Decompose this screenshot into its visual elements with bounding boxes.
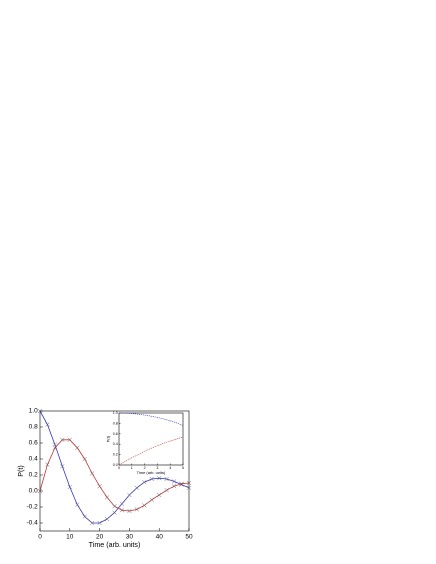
marker <box>171 484 177 489</box>
plot-frame <box>118 412 184 466</box>
x-tick-label: 0 <box>38 534 42 541</box>
marker <box>149 476 154 482</box>
marker <box>60 464 65 469</box>
y-tick-label: 1.0 <box>113 411 118 415</box>
marker <box>104 516 110 522</box>
marker <box>142 503 147 508</box>
marker <box>119 501 125 506</box>
marker <box>82 514 87 519</box>
marker <box>52 445 58 450</box>
marker <box>37 408 43 414</box>
marker <box>164 476 169 482</box>
marker <box>119 508 125 513</box>
marker <box>127 508 132 514</box>
marker <box>179 481 184 486</box>
y-tick-label: 0.0 <box>113 463 118 467</box>
marker <box>127 492 132 498</box>
y-tick-label: 1.0 <box>29 408 38 415</box>
marker <box>75 502 80 507</box>
marker <box>45 462 50 467</box>
marker <box>67 437 72 442</box>
marker <box>82 456 87 462</box>
y-tick-label: 0.2 <box>113 453 118 457</box>
y-tick-label: 0.0 <box>29 488 38 495</box>
marker <box>67 484 72 490</box>
marker <box>186 485 192 490</box>
marker <box>157 492 162 498</box>
x-tick-label: 4 <box>169 466 171 470</box>
x-tick-label: 50 <box>185 534 193 541</box>
x-tick-label: 40 <box>156 534 164 541</box>
y-tick-label: 0.4 <box>113 442 118 446</box>
marker <box>37 488 43 494</box>
marker <box>134 485 140 490</box>
x-tick-label: 3 <box>156 466 158 470</box>
marker <box>97 520 102 526</box>
marker <box>75 445 80 450</box>
x-tick-label: 0 <box>118 466 120 470</box>
y-tick-label: 0.2 <box>29 472 38 479</box>
y-tick-label: -0.4 <box>27 520 39 527</box>
y-tick-label: 0.8 <box>113 421 118 425</box>
x-tick-label: 5 <box>182 466 184 470</box>
marker <box>112 504 117 509</box>
marker <box>89 471 95 476</box>
marker <box>112 510 117 515</box>
x-tick-label: 20 <box>96 534 104 541</box>
marker <box>164 488 169 493</box>
y-tick-label: 0.6 <box>29 440 38 447</box>
y-axis-label: P(t) <box>17 465 25 477</box>
x-axis-label: Time (arb. units) <box>89 541 141 549</box>
marker <box>104 495 110 500</box>
x-tick-label: 1 <box>131 466 133 470</box>
marker <box>171 479 177 484</box>
x-tick-label: 2 <box>144 466 146 470</box>
series-line <box>118 436 184 466</box>
y-tick-label: 0.4 <box>29 456 38 463</box>
y-tick-label: 0.8 <box>29 424 38 431</box>
marker <box>186 480 192 486</box>
marker <box>89 520 95 526</box>
x-tick-label: 10 <box>66 534 74 541</box>
y-axis-label: P(t) <box>106 435 111 442</box>
y-tick-label: -0.2 <box>27 504 39 511</box>
marker <box>45 422 50 427</box>
marker <box>97 484 102 489</box>
x-tick-label: 30 <box>126 534 134 541</box>
marker <box>60 437 65 442</box>
series-line <box>118 412 184 426</box>
marker <box>157 476 162 481</box>
marker <box>134 507 140 512</box>
marker <box>142 480 147 485</box>
marker <box>149 497 154 502</box>
y-tick-label: 0.6 <box>113 432 118 436</box>
x-axis-label: Time (arb. units) <box>137 470 166 475</box>
